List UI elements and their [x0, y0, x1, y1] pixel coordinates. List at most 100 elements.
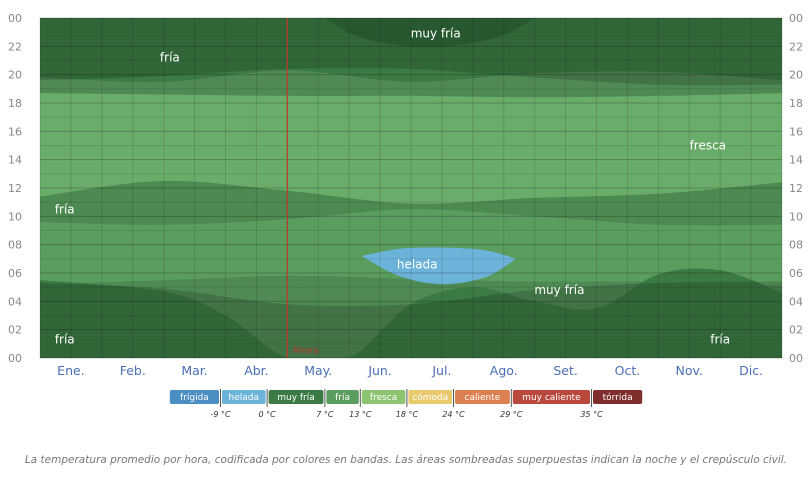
x-axis: Ene. Feb. Mar. Abr. May. Jun. Jul. Ago. Set. Oct.… — [57, 363, 763, 378]
legend-item: helada — [222, 390, 266, 404]
x-tick-month: Ago. — [490, 363, 518, 378]
temperature-band-4 — [40, 18, 782, 82]
legend-threshold: 35 °C — [580, 410, 603, 419]
x-tick-month: Set. — [553, 363, 578, 378]
current-date-marker: Ahora — [286, 18, 319, 358]
legend: frígida helada muy fría fría fresca cómoda cal… — [169, 389, 643, 419]
legend-swatch — [512, 390, 590, 404]
legend-item: caliente — [455, 390, 510, 404]
y-tick-right: 02 — [789, 324, 803, 337]
x-tick-month: Nov. — [676, 363, 703, 378]
legend-threshold: 0 °C — [258, 410, 276, 419]
legend-threshold: 18 °C — [396, 410, 419, 419]
temperature-band-5 — [324, 18, 535, 47]
y-tick-left: 16 — [8, 125, 22, 138]
y-tick-left: 10 — [8, 210, 22, 223]
legend-item: muy caliente — [512, 390, 590, 404]
temperature-band-1 — [40, 93, 782, 204]
legend-item: fresca — [361, 390, 406, 404]
legend-label: muy fría — [277, 393, 315, 403]
legend-item: cómoda — [408, 390, 452, 404]
x-tick-month: May. — [304, 363, 332, 378]
y-tick-left: 22 — [8, 40, 22, 53]
legend-threshold: 13 °C — [349, 410, 372, 419]
region-label: fría — [55, 333, 75, 347]
y-tick-right: 18 — [789, 97, 803, 110]
legend-label: helada — [229, 393, 260, 403]
y-tick-right: 10 — [789, 210, 803, 223]
legend-swatch — [455, 390, 510, 404]
y-axis-left: 00 02 04 06 08 10 12 14 16 18 20 22 00 — [8, 12, 22, 365]
temperature-band-6 — [361, 247, 517, 285]
y-tick-left: 00 — [8, 352, 22, 365]
legend-swatch — [222, 390, 266, 404]
legend-label: muy caliente — [522, 393, 581, 403]
y-tick-right: 00 — [789, 352, 803, 365]
y-tick-right: 16 — [789, 125, 803, 138]
y-tick-right: 00 — [789, 12, 803, 25]
y-tick-left: 12 — [8, 182, 22, 195]
legend-item: frígida — [169, 390, 219, 404]
y-tick-right: 20 — [789, 69, 803, 82]
legend-swatch — [408, 390, 452, 404]
x-tick-month: Jul. — [431, 363, 451, 378]
y-tick-left: 20 — [8, 69, 22, 82]
legend-threshold: 29 °C — [500, 410, 523, 419]
temperature-band-2 — [40, 209, 782, 286]
region-label: fresca — [690, 139, 726, 153]
legend-label: fría — [335, 393, 350, 403]
legend-item: fría — [326, 390, 359, 404]
y-tick-right: 08 — [789, 239, 803, 252]
legend-label: frígida — [180, 393, 209, 403]
legend-swatch — [169, 390, 219, 404]
night-shade-0 — [40, 281, 782, 358]
x-tick-month: Mar. — [181, 363, 207, 378]
y-tick-left: 06 — [8, 267, 22, 280]
region-label: fría — [55, 202, 75, 216]
y-tick-left: 02 — [8, 324, 22, 337]
y-axis-right: 00 02 04 06 08 10 12 14 16 18 20 22 00 — [789, 12, 803, 365]
x-tick-month: Abr. — [244, 363, 268, 378]
plot-area — [40, 18, 782, 358]
y-tick-left: 08 — [8, 239, 22, 252]
y-tick-right: 14 — [789, 154, 803, 167]
legend-label: tórrida — [603, 392, 633, 403]
x-tick-month: Oct. — [615, 363, 641, 378]
chart-caption: La temperatura promedio por hora, codifi… — [24, 454, 788, 466]
legend-swatch — [326, 390, 359, 404]
x-tick-month: Ene. — [57, 363, 84, 378]
legend-swatch — [361, 390, 406, 404]
region-label: helada — [397, 258, 438, 272]
y-tick-right: 04 — [789, 295, 803, 308]
region-label: muy fría — [534, 283, 584, 297]
y-tick-left: 18 — [8, 97, 22, 110]
y-tick-left: 14 — [8, 154, 22, 167]
region-label: muy fría — [411, 27, 461, 41]
y-tick-left: 00 — [8, 12, 22, 25]
x-tick-month: Dic. — [739, 363, 763, 378]
x-tick-month: Jun. — [367, 363, 392, 378]
temperature-band-3 — [40, 268, 782, 358]
y-tick-right: 06 — [789, 267, 803, 280]
region-labels: muy fría fría fresca fría helada muy fría fría… — [55, 27, 730, 347]
night-shade-1 — [40, 18, 782, 86]
legend-threshold: 24 °C — [442, 410, 465, 419]
legend-swatch — [268, 390, 324, 404]
legend-label: caliente — [465, 393, 501, 403]
current-date-label: Ahora — [292, 346, 319, 356]
legend-item: tórrida — [593, 390, 643, 404]
region-label: fría — [160, 51, 180, 65]
legend-label: cómoda — [412, 392, 448, 403]
y-tick-left: 04 — [8, 295, 22, 308]
legend-swatch — [593, 390, 643, 404]
grid-lines — [39, 17, 783, 359]
legend-threshold: 7 °C — [316, 410, 334, 419]
region-label: fría — [710, 333, 730, 347]
x-tick-month: Feb. — [120, 363, 146, 378]
y-tick-right: 12 — [789, 182, 803, 195]
legend-label: fresca — [370, 393, 397, 403]
legend-item: muy fría — [268, 390, 324, 404]
y-tick-right: 22 — [789, 40, 803, 53]
legend-threshold: -9 °C — [210, 410, 231, 419]
